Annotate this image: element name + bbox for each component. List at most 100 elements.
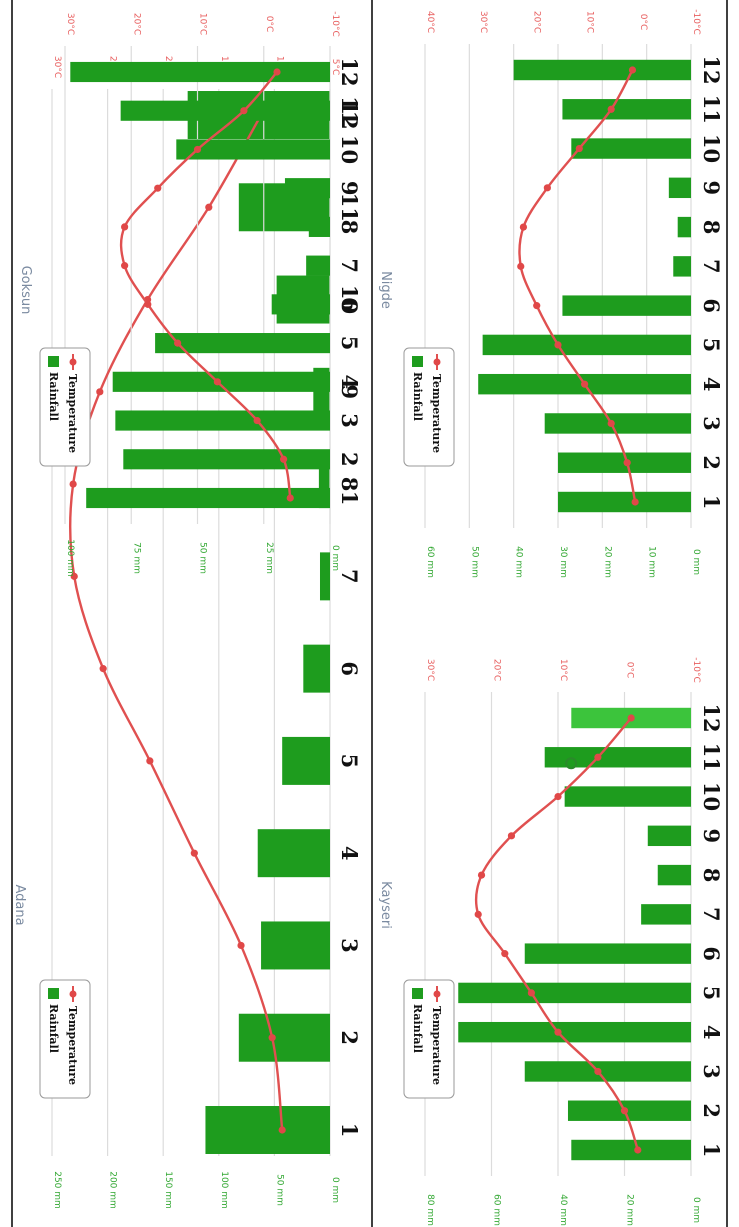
rainfall-bar[interactable] [458,1021,691,1043]
temperature-point[interactable] [607,419,615,428]
temperature-point[interactable] [554,341,562,349]
temperature-point[interactable] [193,145,202,154]
rainfall-bar[interactable] [257,829,330,878]
temperature-point[interactable] [581,380,589,388]
temperature-point[interactable] [554,792,562,801]
legend-rainfall-label[interactable]: Rainfall [47,1004,60,1053]
legend-temperature-label[interactable]: Temperature [430,374,443,453]
temperature-point[interactable] [631,498,639,506]
rainfall-bar[interactable] [482,334,691,356]
month-label: 6 [699,946,724,961]
rainfall-bar[interactable] [284,178,330,199]
rainfall-bar[interactable] [112,371,330,392]
temperature-line [119,71,292,499]
rainfall-bar[interactable] [176,139,330,160]
rainfall-bar[interactable] [123,449,330,470]
temperature-point[interactable] [594,753,602,761]
rainfall-bar[interactable] [318,460,330,509]
rainfall-bar[interactable] [641,904,691,925]
temperature-point[interactable] [205,203,213,211]
legend-rainfall-label[interactable]: Rainfall [411,1004,424,1053]
rainfall-bar[interactable] [115,410,330,431]
temperature-point[interactable] [594,1067,602,1076]
rainfall-bar[interactable] [70,61,331,83]
temperature-point[interactable] [213,378,221,386]
temperature-point[interactable] [99,665,107,673]
temperature-point[interactable] [278,1126,286,1134]
temperature-point[interactable] [634,1146,642,1154]
temperature-point[interactable] [174,339,182,347]
rainfall-bar[interactable] [668,177,691,199]
temperature-point[interactable] [527,989,536,997]
temperature-point[interactable] [627,714,635,722]
temperature-point[interactable] [519,223,528,231]
legend-temperature-label[interactable]: Temperature [66,374,79,453]
rainfall-bar[interactable] [271,294,330,315]
legend-temperature-label[interactable]: Temperature [66,1006,79,1085]
temperature-point[interactable] [286,494,294,502]
rainfall-bar[interactable] [524,1061,691,1082]
rainfall-bar[interactable] [562,295,691,316]
temperature-point[interactable] [69,480,77,488]
rainfall-bar[interactable] [673,256,691,277]
temperature-point[interactable] [628,66,637,74]
temperature-point[interactable] [268,1034,276,1042]
temperature-point[interactable] [623,459,631,467]
temperature-point[interactable] [517,262,525,270]
temperature-point[interactable] [253,416,261,425]
rainfall-bar[interactable] [86,487,330,509]
month-label: 10 [699,782,724,811]
rainfall-bar[interactable] [155,333,330,354]
temperature-point[interactable] [240,107,248,115]
legend-rainfall-label[interactable]: Rainfall [47,372,60,421]
temperature-point[interactable] [70,572,78,580]
rainfall-bar[interactable] [205,1106,330,1154]
rainfall-bar[interactable] [513,59,691,81]
temperature-point[interactable] [501,950,509,958]
rainfall-bar[interactable] [564,786,691,807]
temperature-point[interactable] [607,105,615,113]
temperature-point[interactable] [190,849,198,857]
temperature-point[interactable] [154,184,162,192]
rainfall-bar[interactable] [319,552,330,601]
rainfall-bar[interactable] [571,1139,691,1161]
rainfall-bar[interactable] [544,413,691,434]
temperature-point[interactable] [554,1028,562,1036]
temperature-point[interactable] [533,302,541,310]
legend-temperature-label[interactable]: Temperature [430,1006,443,1085]
temperature-point[interactable] [280,455,288,463]
rainfall-bar[interactable] [544,747,691,768]
rainfall-bar[interactable] [562,99,691,120]
temperature-point[interactable] [575,144,583,153]
temperature-point[interactable] [144,300,152,308]
temperature-point[interactable] [121,262,129,270]
rainfall-bar[interactable] [238,1013,330,1062]
rainfall-bar[interactable] [571,138,691,159]
rainfall-bar[interactable] [120,100,331,121]
temperature-point[interactable] [474,910,482,918]
rainfall-bar[interactable] [261,921,330,970]
temperature-tick-label: -10°C [691,9,701,34]
temperature-point[interactable] [620,1107,629,1115]
temperature-point[interactable] [507,832,516,840]
temperature-point[interactable] [96,388,104,396]
temperature-point[interactable] [273,68,281,76]
rainfall-bar[interactable] [677,216,691,238]
rainfall-bar[interactable] [647,825,691,847]
rainfall-bar[interactable] [524,943,691,964]
temperature-point[interactable] [237,941,245,950]
month-label: 11 [337,96,362,125]
temperature-point[interactable] [543,184,551,192]
temperature-point[interactable] [477,871,486,879]
legend-rainfall-label[interactable]: Rainfall [411,372,424,421]
rainfall-bar[interactable] [567,1100,691,1121]
temperature-point[interactable] [121,223,129,231]
rainfall-bar[interactable] [303,644,330,693]
rainfall-bar[interactable] [458,982,691,1004]
temperature-point[interactable] [146,757,154,765]
rainfall-bar[interactable] [657,864,691,886]
rainfall-bar[interactable] [282,736,330,785]
rainfall-bar[interactable] [558,491,691,513]
rainfall-bar[interactable] [308,216,330,237]
rainfall-bar[interactable] [306,255,330,276]
